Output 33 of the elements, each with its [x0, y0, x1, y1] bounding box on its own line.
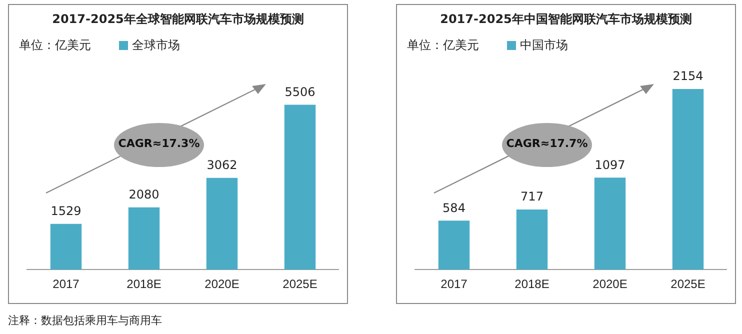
data-label: 5506 [284, 84, 316, 99]
bar [594, 178, 626, 270]
legend-label: 中国市场 [520, 37, 568, 54]
annotation: CAGR≈17.3% [117, 137, 201, 150]
bar [284, 104, 316, 270]
data-label: 1097 [594, 158, 626, 172]
data-label: 2080 [128, 187, 160, 202]
bar [128, 207, 160, 270]
annotation: CAGR≈17.7% [505, 137, 589, 150]
x-tick-label: 2020E [592, 277, 628, 292]
bar [672, 89, 704, 270]
bar [438, 220, 470, 270]
x-tick-label: 2025E [670, 277, 706, 292]
text: 单位：亿美元 [19, 37, 91, 54]
x-tick-label: 2018E [126, 277, 162, 292]
data-label: 2154 [672, 69, 704, 84]
x-tick-label: 2017 [52, 277, 80, 292]
data-label: 3062 [206, 158, 238, 172]
data-label: 584 [442, 200, 466, 215]
x-tick-label: 2025E [282, 277, 318, 292]
data-label: 717 [520, 190, 544, 204]
bar [50, 224, 82, 270]
bar [206, 178, 238, 270]
bar [516, 209, 548, 270]
text: 注释：数据包括乘用车与商用车 [8, 313, 162, 328]
legend-label: 全球市场 [132, 37, 180, 54]
x-tick-label: 2017 [440, 277, 468, 292]
chart-title: 2017-2025年中国智能网联汽车市场规模预测 [439, 11, 693, 28]
data-label: 1529 [50, 204, 82, 218]
x-tick-label: 2020E [204, 277, 240, 292]
x-tick-label: 2018E [514, 277, 550, 292]
text: 单位：亿美元 [407, 37, 479, 54]
chart-title: 2017-2025年全球智能网联汽车市场规模预测 [51, 11, 305, 28]
